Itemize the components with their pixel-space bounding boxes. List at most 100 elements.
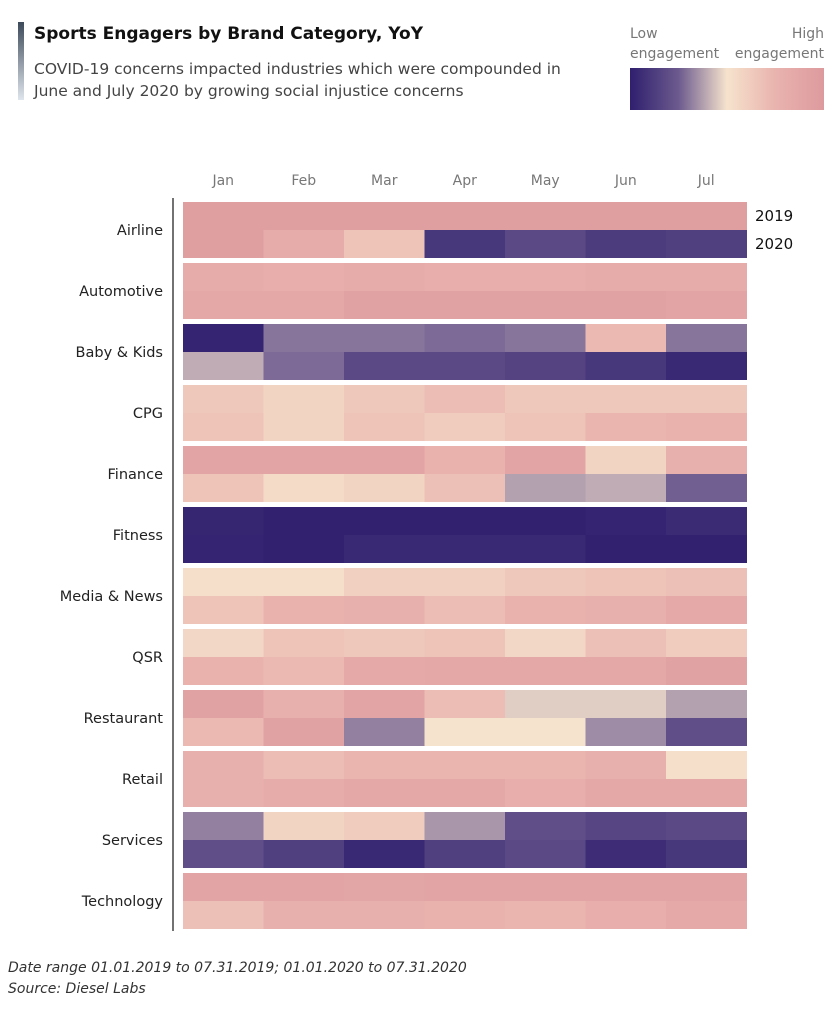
cell-fitness-2019-may	[505, 507, 586, 535]
cell-cpg-2020-jul	[666, 413, 747, 441]
cell-restaurant-2019-mar	[344, 690, 425, 718]
category-label-cpg: CPG	[133, 406, 163, 422]
legend-low-line1: Low	[630, 26, 658, 42]
legend-low-line2: engagement	[630, 46, 720, 62]
cell-cpg-2019-feb	[263, 385, 345, 413]
cell-technology-2019-jul	[666, 873, 747, 901]
cell-technology-2020-mar	[344, 901, 425, 929]
cell-retail-2020-jan	[183, 779, 264, 807]
cell-media-news-2020-may	[505, 596, 586, 624]
cell-cpg-2020-jan	[183, 413, 264, 441]
category-label-technology: Technology	[81, 894, 164, 910]
cell-automotive-2020-apr	[424, 291, 506, 319]
cell-cpg-2019-jul	[666, 385, 747, 413]
cell-media-news-2019-apr	[424, 568, 506, 596]
cell-cpg-2020-mar	[344, 413, 425, 441]
footnote-source: Source: Diesel Labs	[8, 981, 146, 997]
cell-restaurant-2019-jul	[666, 690, 747, 718]
cell-finance-2020-jan	[183, 474, 264, 502]
cell-cpg-2019-jan	[183, 385, 264, 413]
cell-qsr-2019-feb	[263, 629, 345, 657]
cell-technology-2020-jan	[183, 901, 264, 929]
cell-cpg-2020-jun	[585, 413, 667, 441]
title-accent-bar	[18, 22, 24, 100]
cell-qsr-2019-apr	[424, 629, 506, 657]
cell-airline-2020-jun	[585, 230, 667, 258]
cell-finance-2020-jul	[666, 474, 747, 502]
month-label-jul: Jul	[697, 173, 715, 189]
cell-baby-kids-2020-jan	[183, 352, 264, 380]
legend-high-line2: engagement	[734, 46, 824, 62]
cell-technology-2020-apr	[424, 901, 506, 929]
cell-restaurant-2020-jul	[666, 718, 747, 746]
cell-fitness-2020-may	[505, 535, 586, 563]
cell-technology-2020-feb	[263, 901, 345, 929]
cell-finance-2019-jan	[183, 446, 264, 474]
cell-services-2019-apr	[424, 812, 506, 840]
cell-finance-2019-jun	[585, 446, 667, 474]
cell-media-news-2019-feb	[263, 568, 345, 596]
chart-subtitle: COVID-19 concerns impacted industries wh…	[34, 60, 561, 100]
cell-fitness-2019-apr	[424, 507, 506, 535]
cell-qsr-2020-apr	[424, 657, 506, 685]
cell-fitness-2020-jan	[183, 535, 264, 563]
cell-fitness-2020-jul	[666, 535, 747, 563]
cell-services-2019-jul	[666, 812, 747, 840]
cell-finance-2020-feb	[263, 474, 345, 502]
cell-technology-2019-feb	[263, 873, 345, 901]
cell-baby-kids-2020-jul	[666, 352, 747, 380]
category-label-services: Services	[102, 833, 163, 849]
cell-retail-2019-jan	[183, 751, 264, 779]
cell-airline-2019-apr	[424, 202, 506, 230]
cell-technology-2020-jul	[666, 901, 747, 929]
cell-services-2020-mar	[344, 840, 425, 868]
cell-baby-kids-2019-mar	[344, 324, 425, 352]
cell-qsr-2020-may	[505, 657, 586, 685]
cell-qsr-2020-jul	[666, 657, 747, 685]
cell-restaurant-2020-feb	[263, 718, 345, 746]
cell-retail-2019-feb	[263, 751, 345, 779]
cell-automotive-2019-jul	[666, 263, 747, 291]
cell-media-news-2020-feb	[263, 596, 345, 624]
month-label-may: May	[531, 173, 560, 189]
cell-finance-2020-may	[505, 474, 586, 502]
cell-airline-2020-apr	[424, 230, 506, 258]
footnote: Date range 01.01.2019 to 07.31.2019; 01.…	[8, 958, 467, 1000]
cell-fitness-2019-mar	[344, 507, 425, 535]
cell-finance-2019-feb	[263, 446, 345, 474]
cell-airline-2019-mar	[344, 202, 425, 230]
cell-finance-2019-may	[505, 446, 586, 474]
cell-baby-kids-2019-feb	[263, 324, 345, 352]
category-label-qsr: QSR	[132, 650, 163, 666]
cell-technology-2020-jun	[585, 901, 667, 929]
cell-fitness-2019-jan	[183, 507, 264, 535]
cell-cpg-2019-jun	[585, 385, 667, 413]
cell-baby-kids-2020-jun	[585, 352, 667, 380]
cell-technology-2020-may	[505, 901, 586, 929]
cell-qsr-2020-jan	[183, 657, 264, 685]
cell-baby-kids-2019-apr	[424, 324, 506, 352]
month-label-jun: Jun	[614, 173, 637, 189]
cell-automotive-2019-jan	[183, 263, 264, 291]
cell-media-news-2020-jun	[585, 596, 667, 624]
cell-baby-kids-2020-may	[505, 352, 586, 380]
cell-services-2019-feb	[263, 812, 345, 840]
cell-restaurant-2019-apr	[424, 690, 506, 718]
cell-baby-kids-2019-jan	[183, 324, 264, 352]
cell-restaurant-2019-may	[505, 690, 586, 718]
cell-cpg-2019-may	[505, 385, 586, 413]
cell-automotive-2019-jun	[585, 263, 667, 291]
cell-automotive-2020-feb	[263, 291, 345, 319]
cell-finance-2019-mar	[344, 446, 425, 474]
cell-technology-2019-may	[505, 873, 586, 901]
cell-airline-2019-jul	[666, 202, 747, 230]
month-label-jan: Jan	[211, 173, 234, 189]
category-label-fitness: Fitness	[113, 528, 163, 544]
cell-media-news-2019-jun	[585, 568, 667, 596]
cell-services-2019-mar	[344, 812, 425, 840]
cell-qsr-2019-jan	[183, 629, 264, 657]
cell-qsr-2019-mar	[344, 629, 425, 657]
cell-qsr-2019-jul	[666, 629, 747, 657]
cell-finance-2020-apr	[424, 474, 506, 502]
cell-automotive-2019-feb	[263, 263, 345, 291]
